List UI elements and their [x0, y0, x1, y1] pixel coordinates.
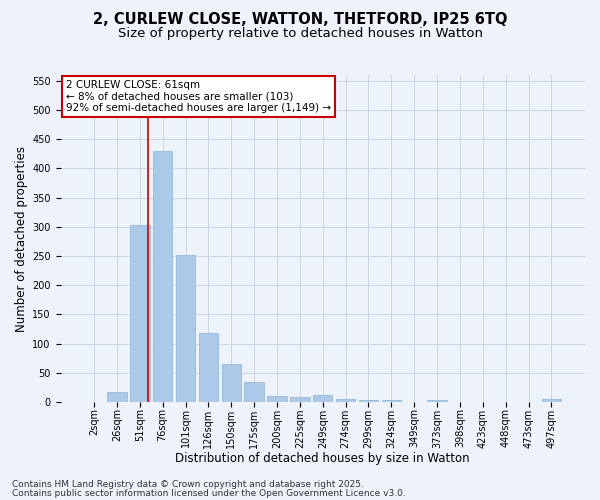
Bar [336, 399, 355, 402]
Bar [199, 333, 218, 402]
Bar [107, 392, 127, 402]
Text: 2, CURLEW CLOSE, WATTON, THETFORD, IP25 6TQ: 2, CURLEW CLOSE, WATTON, THETFORD, IP25 … [93, 12, 507, 28]
Bar [359, 400, 378, 402]
Bar [153, 151, 172, 402]
Bar [313, 395, 332, 402]
Text: Size of property relative to detached houses in Watton: Size of property relative to detached ho… [118, 28, 482, 40]
X-axis label: Distribution of detached houses by size in Watton: Distribution of detached houses by size … [175, 452, 470, 465]
Bar [244, 382, 264, 402]
Bar [427, 400, 447, 402]
Bar [130, 225, 149, 402]
Bar [176, 255, 195, 402]
Bar [290, 398, 310, 402]
Bar [382, 400, 401, 402]
Bar [268, 396, 287, 402]
Y-axis label: Number of detached properties: Number of detached properties [15, 146, 28, 332]
Bar [542, 399, 561, 402]
Text: Contains HM Land Registry data © Crown copyright and database right 2025.: Contains HM Land Registry data © Crown c… [12, 480, 364, 489]
Text: 2 CURLEW CLOSE: 61sqm
← 8% of detached houses are smaller (103)
92% of semi-deta: 2 CURLEW CLOSE: 61sqm ← 8% of detached h… [66, 80, 331, 113]
Text: Contains public sector information licensed under the Open Government Licence v3: Contains public sector information licen… [12, 489, 406, 498]
Bar [221, 364, 241, 402]
